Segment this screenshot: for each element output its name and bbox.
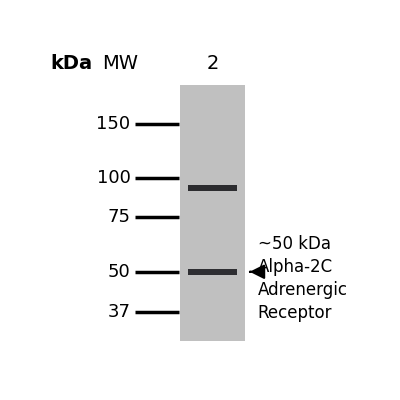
Text: kDa: kDa: [51, 54, 93, 73]
Bar: [180, 85, 245, 341]
Text: 2: 2: [206, 54, 219, 73]
Text: 75: 75: [108, 208, 131, 226]
Text: 100: 100: [97, 169, 131, 187]
Text: 50: 50: [108, 263, 131, 281]
Bar: [188, 269, 237, 274]
Text: MW: MW: [102, 54, 138, 73]
Bar: [188, 185, 237, 191]
Text: 150: 150: [96, 115, 131, 133]
Text: 37: 37: [108, 303, 131, 321]
Text: ~50 kDa
Alpha-2C
Adrenergic
Receptor: ~50 kDa Alpha-2C Adrenergic Receptor: [258, 235, 348, 322]
